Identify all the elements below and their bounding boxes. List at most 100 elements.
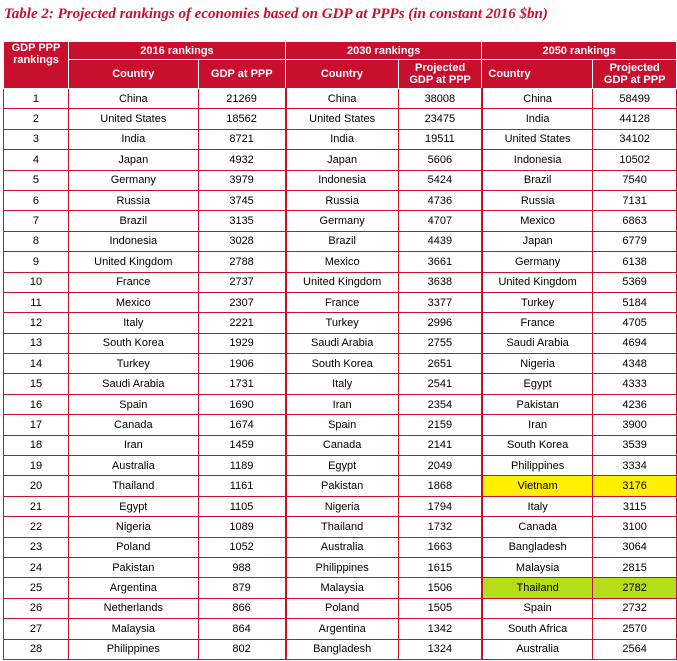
rank-cell: 23 <box>3 536 69 558</box>
country-2050-cell: Indonesia <box>480 149 594 171</box>
gdp-2030-cell: 4736 <box>397 189 483 212</box>
gdp-2050-cell: 3064 <box>592 536 677 558</box>
table-row: 11 Mexico 2307 France 3377 Turkey 5184 <box>3 291 677 314</box>
country-2030-cell: Thailand <box>284 516 399 538</box>
country-2030-cell: Canada <box>284 434 399 457</box>
gdp-2050-cell: 2732 <box>592 597 677 620</box>
gdp-2030-cell: 2651 <box>397 353 483 375</box>
country-2050-cell: Italy <box>480 495 594 518</box>
rank-cell: 12 <box>3 312 69 334</box>
country-2030-cell: Brazil <box>284 230 399 253</box>
gdp-2030-cell: 1505 <box>397 597 483 620</box>
country-2030-cell: Philippines <box>284 556 399 579</box>
table-title: Table 2: Projected rankings of economies… <box>4 6 548 22</box>
gdp-2016-cell: 8721 <box>197 128 287 151</box>
gdp-2016-cell: 1189 <box>197 455 287 477</box>
country-2030-cell: Iran <box>284 393 399 416</box>
country-2016-cell: Iran <box>67 434 199 457</box>
table-row: 14 Turkey 1906 South Korea 2651 Nigeria 4348 <box>3 353 677 375</box>
table-row: 19 Australia 1189 Egypt 2049 Philippines 3334 <box>3 455 677 477</box>
gdp-2016-cell: 1089 <box>197 516 287 538</box>
gdp-2016-cell: 21269 <box>197 87 287 110</box>
table-row: 16 Spain 1690 Iran 2354 Pakistan 4236 <box>3 393 677 416</box>
rank-cell: 28 <box>3 638 69 660</box>
country-header-2030: Country <box>285 59 399 89</box>
country-2030-cell: Russia <box>284 189 399 212</box>
gdp-2050-cell: 4705 <box>592 312 677 334</box>
rank-cell: 10 <box>3 271 69 293</box>
country-2030-cell: United Kingdom <box>284 271 399 293</box>
table-row: 7 Brazil 3135 Germany 4707 Mexico 6863 <box>3 210 677 232</box>
gdp-2030-cell: 1342 <box>397 618 483 640</box>
country-2050-cell: South Korea <box>480 434 594 457</box>
country-2050-cell: Saudi Arabia <box>480 332 594 355</box>
gdp-2030-cell: 2049 <box>397 455 483 477</box>
gdp-2030-cell: 19511 <box>397 128 483 151</box>
gdp-2030-cell: 3661 <box>397 251 483 273</box>
gdp-2016-cell: 2221 <box>197 312 287 334</box>
rank-cell: 3 <box>3 128 69 151</box>
country-2050-cell: Spain <box>480 597 594 620</box>
country-2050-cell: Bangladesh <box>480 536 594 558</box>
rank-cell: 1 <box>3 87 69 110</box>
gdp-2050-cell: 3115 <box>592 495 677 518</box>
rank-header-line2: rankings <box>13 54 59 66</box>
table-row: 13 South Korea 1929 Saudi Arabia 2755 Saudi A… <box>3 332 677 355</box>
country-2050-cell: Germany <box>480 251 594 273</box>
rank-header-line1: GDP PPP <box>11 42 61 55</box>
rank-cell: 24 <box>3 556 69 579</box>
gdp-2050-cell: 6779 <box>592 230 677 253</box>
country-2030-cell: Japan <box>284 149 399 171</box>
gdp-2030-cell: 5606 <box>397 149 483 171</box>
group-header-2030: 2030 rankings <box>284 41 483 60</box>
country-2016-cell: Japan <box>67 149 199 171</box>
rank-cell: 9 <box>3 251 69 273</box>
gdp-2050-cell: 44128 <box>592 108 677 130</box>
gdp-2030-cell: 23475 <box>397 108 483 130</box>
gdp-2050-cell: 4236 <box>592 393 677 416</box>
gdp-2016-cell: 988 <box>197 556 287 579</box>
table-row: 26 Netherlands 866 Poland 1505 Spain 2732 <box>3 597 677 620</box>
gdp-2016-cell: 18562 <box>197 108 287 130</box>
country-2030-cell: South Korea <box>284 353 399 375</box>
rank-cell: 14 <box>3 353 69 375</box>
gdp-2030-line1: Projected <box>415 62 466 74</box>
gdp-2030-line2: GDP at PPP <box>409 74 471 86</box>
country-2050-cell: Malaysia <box>480 556 594 579</box>
country-2016-cell: Thailand <box>67 475 199 497</box>
country-2016-cell: Canada <box>67 414 199 436</box>
rank-cell: 20 <box>3 475 69 497</box>
country-2030-cell: France <box>284 291 399 314</box>
gdp-2050-cell: 3539 <box>592 434 677 457</box>
gdp-2050-cell: 6863 <box>592 210 677 232</box>
gdp-2050-cell: 4694 <box>592 332 677 355</box>
gdp-2050-cell: 3334 <box>592 455 677 477</box>
country-2050-cell: India <box>480 108 594 130</box>
gdp-2016-cell: 2307 <box>197 291 287 314</box>
gdp-2030-cell: 2141 <box>397 434 483 457</box>
country-2016-cell: Australia <box>67 455 199 477</box>
table-row: 17 Canada 1674 Spain 2159 Iran 3900 <box>3 414 677 436</box>
table-row: 8 Indonesia 3028 Brazil 4439 Japan 6779 <box>3 230 677 253</box>
gdp-2016-cell: 1906 <box>197 353 287 375</box>
gdp-2016-cell: 3028 <box>197 230 287 253</box>
country-2030-cell: Indonesia <box>284 169 399 191</box>
gdp-2016-cell: 864 <box>197 618 287 640</box>
country-2016-cell: Russia <box>67 189 199 212</box>
table-row: 28 Philippines 802 Bangladesh 1324 Australia 2… <box>3 638 677 660</box>
country-2050-cell: Egypt <box>480 373 594 395</box>
gdp-2030-cell: 2159 <box>397 414 483 436</box>
gdp-2016-cell: 3135 <box>197 210 287 232</box>
gdp-2016-cell: 1674 <box>197 414 287 436</box>
rank-cell: 22 <box>3 516 69 538</box>
gdp-2030-cell: 2541 <box>397 373 483 395</box>
country-2050-cell: Thailand <box>480 577 594 599</box>
table-body: 1 China 21269 China 38008 China 58499 2 United S… <box>3 87 677 660</box>
gdp-2030-cell: 5424 <box>397 169 483 191</box>
rank-cell: 17 <box>3 414 69 436</box>
gdp-2030-cell: 2996 <box>397 312 483 334</box>
rank-column-header: GDP PPP rankings <box>3 41 69 89</box>
gdp-2016-cell: 1690 <box>197 393 287 416</box>
country-2016-cell: France <box>67 271 199 293</box>
country-2016-cell: Pakistan <box>67 556 199 579</box>
